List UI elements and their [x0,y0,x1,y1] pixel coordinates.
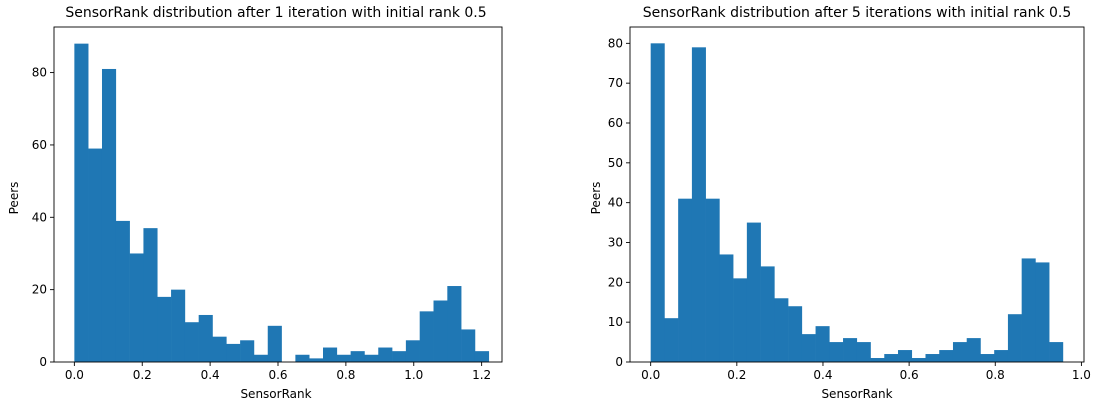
histogram-bar [691,47,706,362]
x-tick-label: 0.2 [133,368,152,382]
histogram-bar [115,220,130,362]
y-tick-label: 60 [608,116,623,130]
histogram-bar [829,342,844,362]
histogram-bar [884,354,899,362]
histogram-bar [198,314,213,362]
y-tick-label: 30 [608,235,623,249]
histogram-bar [980,354,995,362]
histogram-bar [88,148,103,362]
chart-title: SensorRank distribution after 5 iteratio… [643,5,1072,21]
x-tick-label: 0.0 [641,368,660,382]
y-axis-label: Peers [7,182,21,215]
x-tick-label: 1.2 [472,368,491,382]
x-tick-label: 0.8 [986,368,1005,382]
x-axis-label: SensorRank [821,387,892,401]
histogram-bar [939,350,954,362]
x-tick-label: 1.0 [1072,368,1091,382]
y-tick-label: 0 [39,355,47,369]
histogram-bar [378,347,393,362]
histogram-bar [760,266,775,362]
left-histogram: SensorRank distribution after 1 iteratio… [7,5,503,401]
histogram-bar [392,351,407,362]
histogram-bar [843,338,858,362]
histogram-bar [101,68,117,362]
y-tick-label: 50 [608,156,623,170]
histogram-bar [925,354,940,362]
histogram-bar [240,340,255,362]
histogram-bar [801,334,816,362]
histogram-bar [157,296,172,362]
histogram-bar [815,326,830,362]
x-tick-label: 0.6 [268,368,287,382]
histogram-bar [1035,262,1050,362]
histogram-bar [994,350,1009,362]
histogram-bar [650,43,665,362]
histogram-bar [143,228,158,362]
histogram-bar [705,198,720,362]
histogram-bar [267,325,282,362]
y-tick-label: 10 [608,315,623,329]
histogram-bar [664,318,679,362]
histogram-bar [295,354,310,362]
histogram-bar [461,329,476,362]
x-tick-label: 0.0 [65,368,84,382]
histogram-bar [678,198,693,362]
histogram-bar [746,222,761,362]
chart-title: SensorRank distribution after 1 iteratio… [65,5,486,21]
histogram-bar [1049,342,1064,362]
y-tick-label: 40 [32,210,47,224]
histogram-bar [788,306,803,362]
histogram-bar [171,289,186,362]
histogram-bar [212,336,227,362]
x-axis-label: SensorRank [240,387,311,401]
histogram-bar [898,350,913,362]
y-tick-label: 60 [32,138,47,152]
histogram-bar [952,342,968,362]
histogram-bar [405,340,420,362]
y-tick-label: 0 [615,355,623,369]
y-axis-label: Peers [589,182,603,215]
histogram-bar [433,300,448,362]
y-tick-label: 70 [608,76,623,90]
histogram-bar [323,347,338,362]
histogram-bar [870,358,885,362]
histogram-bar [419,311,434,362]
x-tick-label: 0.4 [813,368,832,382]
x-tick-label: 0.4 [201,368,220,382]
histogram-bar [966,338,981,362]
histogram-bar [129,253,144,362]
histogram-bar [350,351,365,362]
histogram-bar [74,43,89,362]
histogram-bar [184,322,199,362]
histogram-bar [733,278,748,362]
x-tick-label: 0.8 [336,368,355,382]
histogram-bar [364,354,379,362]
y-tick-label: 40 [608,196,623,210]
y-tick-label: 20 [32,283,47,297]
histogram-bar [1007,314,1022,362]
x-tick-label: 0.2 [727,368,746,382]
x-tick-label: 0.6 [900,368,919,382]
right-histogram: SensorRank distribution after 5 iteratio… [589,5,1091,401]
histogram-bar [474,351,490,362]
histogram-bar [856,342,871,362]
histogram-bar [336,354,351,362]
histogram-bar [253,354,269,362]
histogram-bar [774,298,789,362]
histogram-bar [1021,258,1036,362]
histogram-bar [911,358,926,362]
plot-frame [629,26,1085,363]
histogram-bar [309,358,324,362]
y-tick-label: 80 [32,66,47,80]
y-tick-label: 20 [608,275,623,289]
x-tick-label: 1.0 [404,368,423,382]
histogram-bar [226,343,241,362]
histogram-bar [447,286,462,362]
histogram-bar [719,254,734,362]
y-tick-label: 80 [608,36,623,50]
